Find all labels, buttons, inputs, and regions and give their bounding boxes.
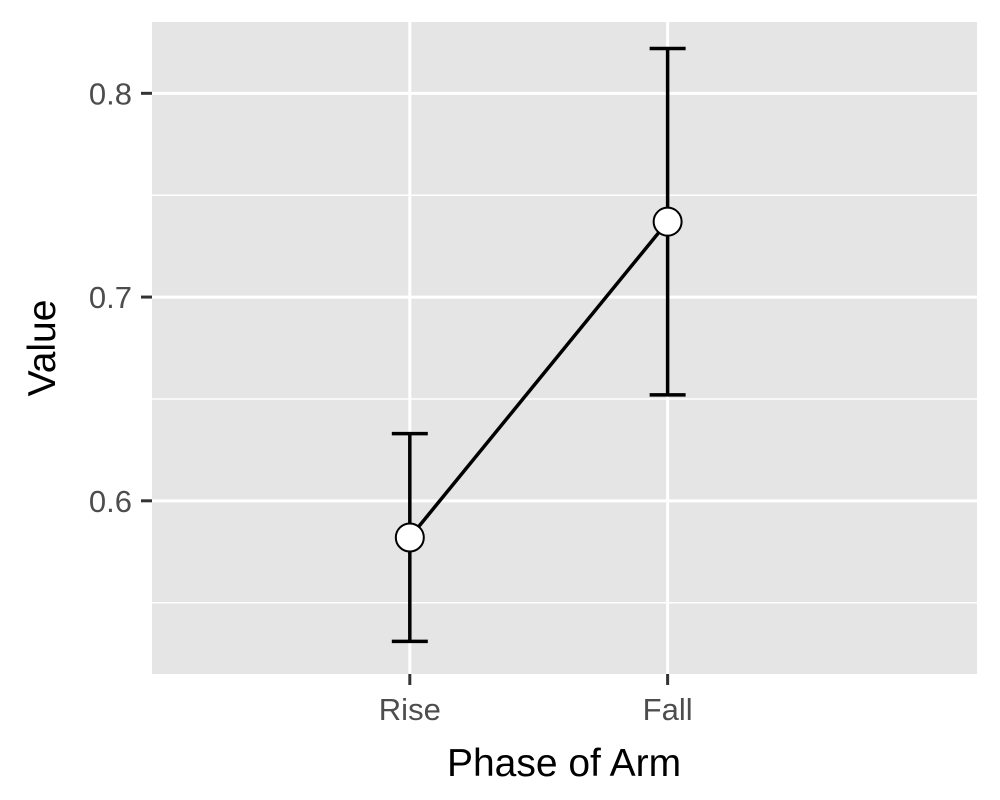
- y-tick-label-0: 0.6: [89, 484, 132, 519]
- minor-grid: [152, 194, 977, 604]
- y-tick-label-2: 0.8: [89, 76, 132, 111]
- data-point-rise: [394, 522, 425, 553]
- y-tick-label-1: 0.7: [89, 280, 132, 315]
- series-layer: [391, 46, 686, 644]
- x-axis-title: Phase of Arm: [447, 742, 681, 785]
- series-line-0: [408, 220, 669, 539]
- axis-ticks: [141, 91, 670, 685]
- x-tick-label-1: Fall: [643, 692, 693, 727]
- x-tick-label-0: Rise: [379, 692, 441, 727]
- y-axis-title: Value: [21, 300, 64, 397]
- x-tick-labels: Rise Fall: [379, 692, 693, 727]
- data-point-fall: [652, 206, 683, 237]
- y-tick-labels: 0.6 0.7 0.8: [89, 76, 132, 519]
